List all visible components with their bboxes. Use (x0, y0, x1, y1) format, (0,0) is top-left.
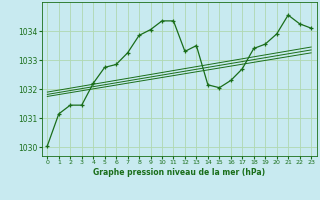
X-axis label: Graphe pression niveau de la mer (hPa): Graphe pression niveau de la mer (hPa) (93, 168, 265, 177)
